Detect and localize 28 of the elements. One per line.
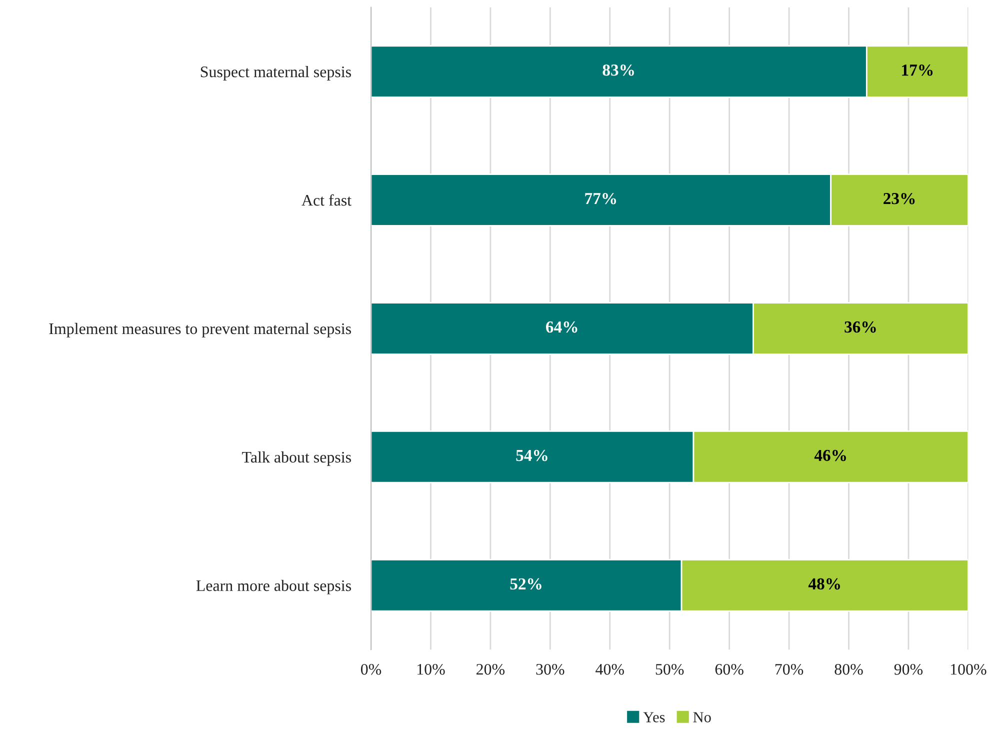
data-label: 36% [844, 321, 876, 333]
x-tick-label: 50% [656, 664, 684, 675]
data-label: 48% [808, 578, 840, 590]
y-tick-label: Learn more about sepsis [196, 580, 351, 594]
x-tick-label: 10% [417, 664, 445, 675]
x-tick-label: 20% [476, 664, 505, 675]
x-tick-label: 80% [834, 664, 863, 675]
x-tick-label: 70% [775, 664, 804, 675]
y-tick-label: Implement measures to prevent maternal sepsis [49, 322, 351, 338]
x-tick-label: 90% [894, 664, 923, 675]
data-label: 17% [902, 64, 933, 76]
x-tick-label: 100% [950, 664, 986, 675]
x-tick-label: 0% [360, 664, 382, 675]
x-tick-label: 40% [596, 664, 624, 675]
x-tick-label: 30% [536, 664, 564, 675]
y-tick-label: Talk about sepsis [242, 451, 351, 466]
data-label: 52% [510, 578, 542, 590]
legend-label: No [693, 712, 711, 722]
data-label: 77% [585, 192, 616, 204]
x-tick-label: 60% [715, 664, 744, 675]
data-label: 83% [602, 64, 634, 76]
legend-label: Yes [643, 712, 665, 722]
y-tick-label: Suspect maternal sepsis [200, 66, 351, 81]
y-tick-label: Act fast [302, 194, 352, 206]
data-label: 23% [884, 192, 915, 204]
data-label: 54% [516, 450, 548, 462]
data-label: 46% [814, 450, 846, 462]
data-label: 64% [546, 321, 578, 333]
